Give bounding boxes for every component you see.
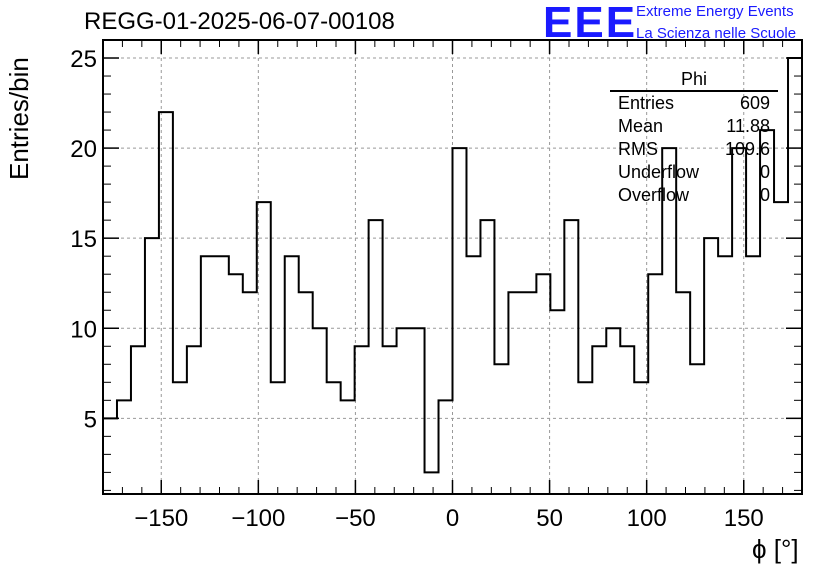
stats-label: Entries <box>618 93 675 113</box>
histogram-bin <box>187 346 201 494</box>
y-tick-label: 15 <box>70 226 97 253</box>
stats-label: RMS <box>618 139 658 159</box>
chart-title: REGG-01-2025-06-07-00108 <box>84 8 395 35</box>
y-tick-label: 10 <box>70 316 97 343</box>
histogram-bin <box>285 256 299 494</box>
histogram-bin <box>648 274 662 494</box>
stats-label: Overflow <box>618 185 690 205</box>
histogram-bin <box>383 346 397 494</box>
y-tick-label: 25 <box>70 46 97 73</box>
histogram-bin <box>690 364 704 494</box>
stats-value: 0 <box>759 185 770 205</box>
logo-line-2: La Scienza nelle Scuole <box>636 25 797 42</box>
histogram-bin <box>145 238 159 494</box>
histogram-bin <box>578 382 592 494</box>
histogram-bin <box>774 202 788 494</box>
grid-lines <box>103 40 802 494</box>
x-tick-label: −150 <box>134 505 188 532</box>
histogram-bin <box>411 328 425 494</box>
x-axis-label: ϕ [°] <box>752 534 799 564</box>
stats-row-entries: Entries 609 <box>610 92 778 115</box>
stats-box: Phi Entries 609 Mean 11.88 RMS 109.6 Underf… <box>610 68 778 207</box>
stats-value: 109.6 <box>724 139 770 159</box>
x-tick-label: 100 <box>627 505 667 532</box>
histogram-bin <box>550 310 564 494</box>
stats-value: 0 <box>759 162 770 182</box>
histogram-bin <box>257 202 271 494</box>
plot-frame <box>102 39 803 495</box>
histogram-bin <box>564 220 578 494</box>
y-tick-label: 20 <box>70 136 97 163</box>
histogram-bin <box>522 292 536 494</box>
histogram-bin <box>229 274 243 494</box>
histogram-bin <box>480 220 494 494</box>
y-tick-label: 5 <box>84 406 97 433</box>
histogram-bin <box>215 256 229 494</box>
histogram-bin <box>676 292 690 494</box>
histogram-bin <box>201 256 215 494</box>
x-tick-label: 150 <box>724 505 764 532</box>
histogram-bin <box>494 364 508 494</box>
histogram-bin <box>746 256 760 494</box>
stats-row-overflow: Overflow 0 <box>610 184 778 207</box>
histogram-bin <box>271 382 285 494</box>
histogram-bin <box>369 220 383 494</box>
x-tick-label: 50 <box>536 505 563 532</box>
histogram-bin <box>592 346 606 494</box>
histogram-bin <box>243 292 257 494</box>
histogram-bin <box>606 328 620 494</box>
histogram-bin <box>397 328 411 494</box>
histogram-bin <box>117 400 131 494</box>
histogram-bin <box>466 256 480 494</box>
histogram-bin <box>634 382 648 494</box>
histogram-bin <box>159 112 173 494</box>
stats-title: Phi <box>610 68 778 92</box>
x-tick-label: −100 <box>231 505 285 532</box>
histogram-bin <box>103 418 117 494</box>
stats-row-rms: RMS 109.6 <box>610 138 778 161</box>
histogram-bin <box>173 382 187 494</box>
stats-label: Mean <box>618 116 664 136</box>
stats-label: Underflow <box>618 162 700 182</box>
histogram-bin <box>299 292 313 494</box>
histogram-bin <box>453 148 467 494</box>
logo-line-1: Extreme Energy Events <box>636 3 794 20</box>
stats-value: 11.88 <box>726 116 770 136</box>
y-axis-label: Entries/bin <box>4 57 34 180</box>
histogram-line <box>102 57 803 494</box>
stats-row-underflow: Underflow 0 <box>610 161 778 184</box>
histogram-bin <box>620 346 634 494</box>
stats-row-mean: Mean 11.88 <box>610 115 778 138</box>
histogram-bin <box>131 346 145 494</box>
histogram-bin <box>439 400 453 494</box>
histogram-bin <box>327 382 341 494</box>
histogram-bin <box>425 472 439 494</box>
histogram-bin <box>788 58 802 494</box>
histogram-bin <box>508 292 522 494</box>
histogram-bin <box>536 274 550 494</box>
eee-logo: EEE <box>543 0 638 47</box>
x-tick-label: 0 <box>446 505 459 532</box>
histogram-bin <box>704 238 718 494</box>
stats-value: 609 <box>739 93 770 113</box>
tick-labels: −150 −100 −50 0 50 100 150 5 10 15 20 25 <box>70 46 763 532</box>
x-tick-label: −50 <box>335 505 376 532</box>
histogram-bin <box>355 346 369 494</box>
histogram-bin <box>313 328 327 494</box>
histogram-bin <box>341 400 355 494</box>
histogram-bin <box>718 256 732 494</box>
